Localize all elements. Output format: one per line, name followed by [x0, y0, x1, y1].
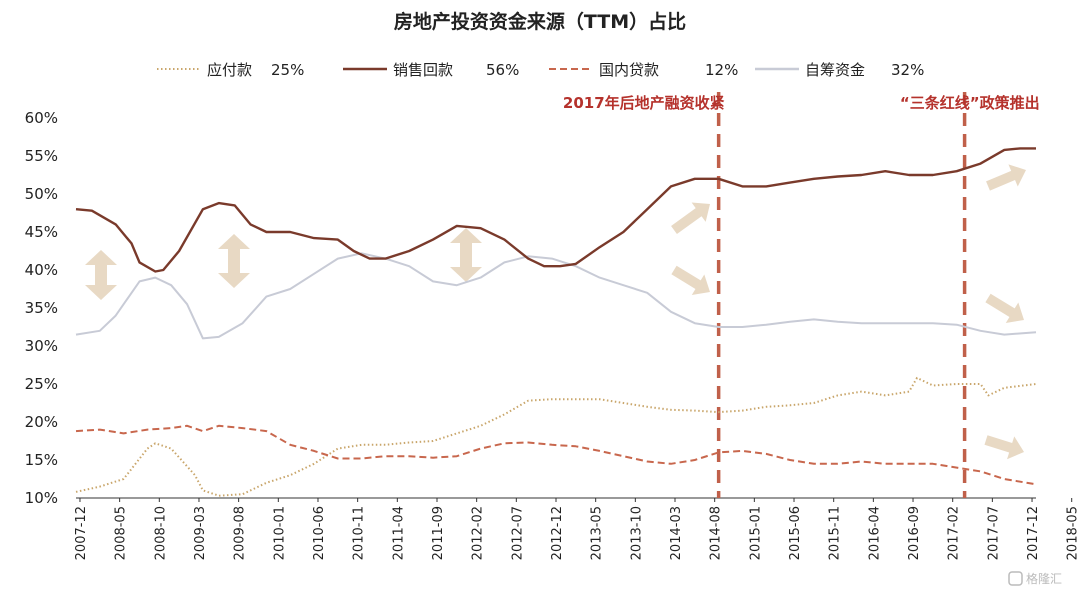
trend-arrow-icon [985, 293, 1024, 323]
series-line [75, 376, 1037, 497]
y-tick-label: 55% [25, 147, 58, 165]
trend-arrow-icon [671, 265, 710, 295]
legend-label: 销售回款 [393, 61, 453, 79]
annotation-label: 2017年后地产融资收紧 [563, 94, 725, 112]
x-tick-label: 2010-11 [352, 506, 367, 560]
legend-value: 25% [271, 61, 304, 79]
x-tick-label: 2007-12 [74, 506, 89, 560]
x-tick-label: 2016-04 [867, 506, 882, 560]
x-axis: 2007-12 2008-05 2008-10 2009-03 2009-08 2010-… [74, 497, 1080, 560]
chart-title: 房地产投资资金来源（TTM）占比 [394, 10, 686, 33]
x-tick-label: 2017-12 [1026, 506, 1041, 560]
x-tick-label: 2015-06 [788, 506, 803, 560]
legend-value: 32% [891, 61, 924, 79]
x-tick-label: 2012-02 [471, 506, 486, 560]
y-tick-label: 30% [25, 337, 58, 355]
legend-label: 应付款 [207, 61, 252, 79]
x-tick-label: 2017-07 [986, 506, 1001, 560]
x-tick-label: 2013-10 [629, 506, 644, 560]
legend-value: 56% [486, 61, 519, 79]
legend-value: 12% [705, 61, 738, 79]
series-line [75, 147, 1036, 273]
x-tick-label: 2017-02 [947, 506, 962, 560]
y-tick-label: 45% [25, 223, 58, 241]
legend-label: 自筹资金 [805, 61, 865, 79]
legend: 应付款 25% 销售回款 56% 国内贷款 12% 自筹资金 32% [157, 61, 924, 79]
annotation-label: “三条红线”政策推出 [900, 94, 1040, 112]
x-tick-label: 2008-10 [153, 506, 168, 560]
annotations: 2017年后地产融资收紧 “三条红线”政策推出 [563, 92, 1040, 498]
x-tick-label: 2009-08 [233, 506, 248, 560]
y-tick-label: 40% [25, 261, 58, 279]
x-tick-label: 2015-01 [748, 506, 763, 560]
trend-arrow-icon [671, 202, 710, 235]
series-lines [75, 147, 1037, 497]
y-axis: 10% 15% 20% 25% 30% 35% 40% 45% 50% 55% 60% [25, 109, 58, 507]
x-tick-label: 2012-07 [510, 506, 525, 560]
x-tick-label: 2011-04 [391, 506, 406, 560]
y-tick-label: 15% [25, 451, 58, 469]
y-tick-label: 25% [25, 375, 58, 393]
x-tick-label: 2013-05 [590, 506, 605, 560]
x-tick-label: 2008-05 [114, 506, 129, 560]
watermark-logo-icon [1008, 571, 1023, 586]
double-arrow-icon [450, 228, 482, 282]
trend-arrow-icon [986, 164, 1026, 191]
x-tick-label: 2012-12 [550, 506, 565, 560]
y-tick-label: 20% [25, 413, 58, 431]
y-tick-label: 60% [25, 109, 58, 127]
double-arrow-icon [85, 250, 117, 300]
legend-label: 国内贷款 [599, 61, 659, 79]
y-tick-label: 35% [25, 299, 58, 317]
y-tick-label: 10% [25, 489, 58, 507]
y-tick-label: 50% [25, 185, 58, 203]
x-tick-label: 2015-11 [828, 506, 843, 560]
trend-arrows [85, 164, 1026, 460]
double-arrow-icon [218, 234, 250, 288]
x-tick-label: 2010-01 [272, 506, 287, 560]
x-tick-label: 2014-08 [709, 506, 724, 560]
series-line [75, 252, 1037, 340]
x-tick-label: 2016-09 [907, 506, 922, 560]
watermark: 格隆汇 [1008, 571, 1062, 586]
watermark-text: 格隆汇 [1026, 571, 1062, 586]
x-tick-label: 2014-03 [669, 506, 684, 560]
x-tick-label: 2018-05 [1066, 506, 1080, 560]
x-tick-label: 2009-03 [193, 506, 208, 560]
series-line [75, 424, 1037, 486]
trend-arrow-icon [984, 435, 1024, 460]
x-tick-label: 2011-09 [431, 506, 446, 560]
x-tick-label: 2010-06 [312, 506, 327, 560]
